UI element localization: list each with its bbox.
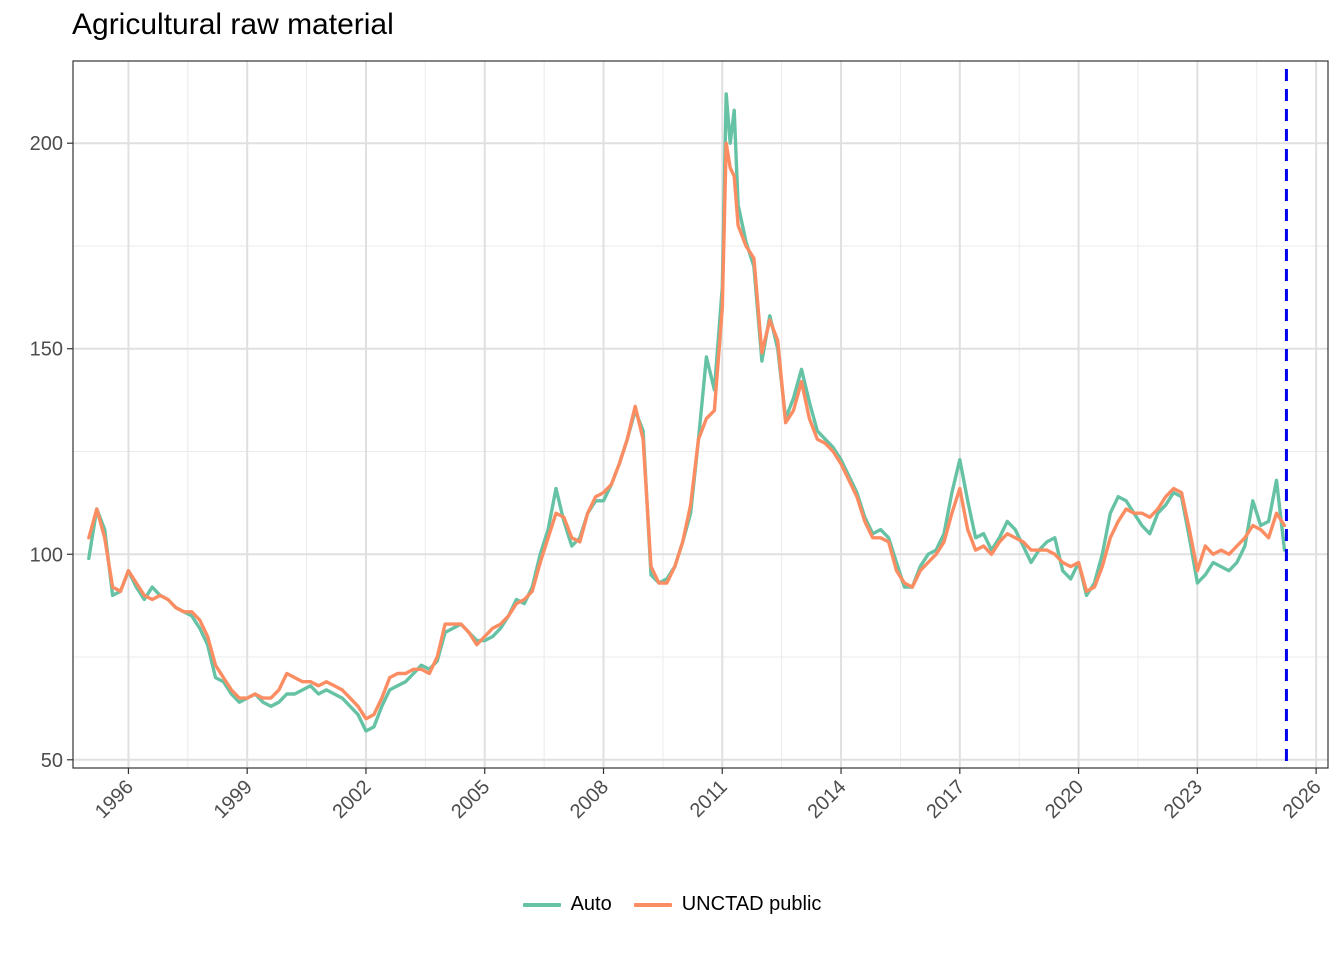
series-lines — [87, 92, 1287, 733]
x-tick-label: 1999 — [210, 776, 257, 823]
x-tick-label: 2005 — [447, 776, 494, 823]
legend-key-auto — [522, 902, 561, 907]
y-tick-label: 100 — [30, 544, 63, 566]
series-line-auto — [87, 92, 1287, 733]
x-tick-label: 1996 — [91, 776, 138, 823]
panel-border — [72, 60, 1329, 769]
series-line-unctad-public — [87, 141, 1287, 721]
y-tick-label: 50 — [41, 750, 63, 772]
x-tick-label: 2020 — [1041, 776, 1088, 823]
x-tick-label: 2002 — [328, 776, 375, 823]
y-tick-label: 150 — [30, 339, 63, 361]
axes: 50 100 150 200 1996 1999 2002 2005 2008 2011 2014 2… — [30, 133, 1326, 823]
legend-label-unctad-public: UNCTAD public — [681, 893, 822, 915]
x-tick-label: 2008 — [566, 776, 613, 823]
grid-lines — [73, 61, 1328, 768]
chart-title: Agricultural raw material — [72, 8, 394, 41]
x-tick-label: 2017 — [922, 776, 969, 823]
legend-key-unctad-public — [633, 902, 672, 907]
x-tick-label: 2026 — [1279, 776, 1326, 823]
x-tick-label: 2014 — [804, 776, 851, 823]
legend-item-auto: Auto — [522, 893, 612, 916]
legend-item-unctad-public: UNCTAD public — [633, 893, 822, 916]
x-tick-label: 2011 — [686, 776, 732, 822]
legend: Auto UNCTAD public — [0, 893, 1344, 916]
legend-label-auto: Auto — [570, 893, 612, 915]
x-tick-label: 2023 — [1160, 776, 1207, 823]
y-tick-label: 200 — [30, 133, 63, 155]
